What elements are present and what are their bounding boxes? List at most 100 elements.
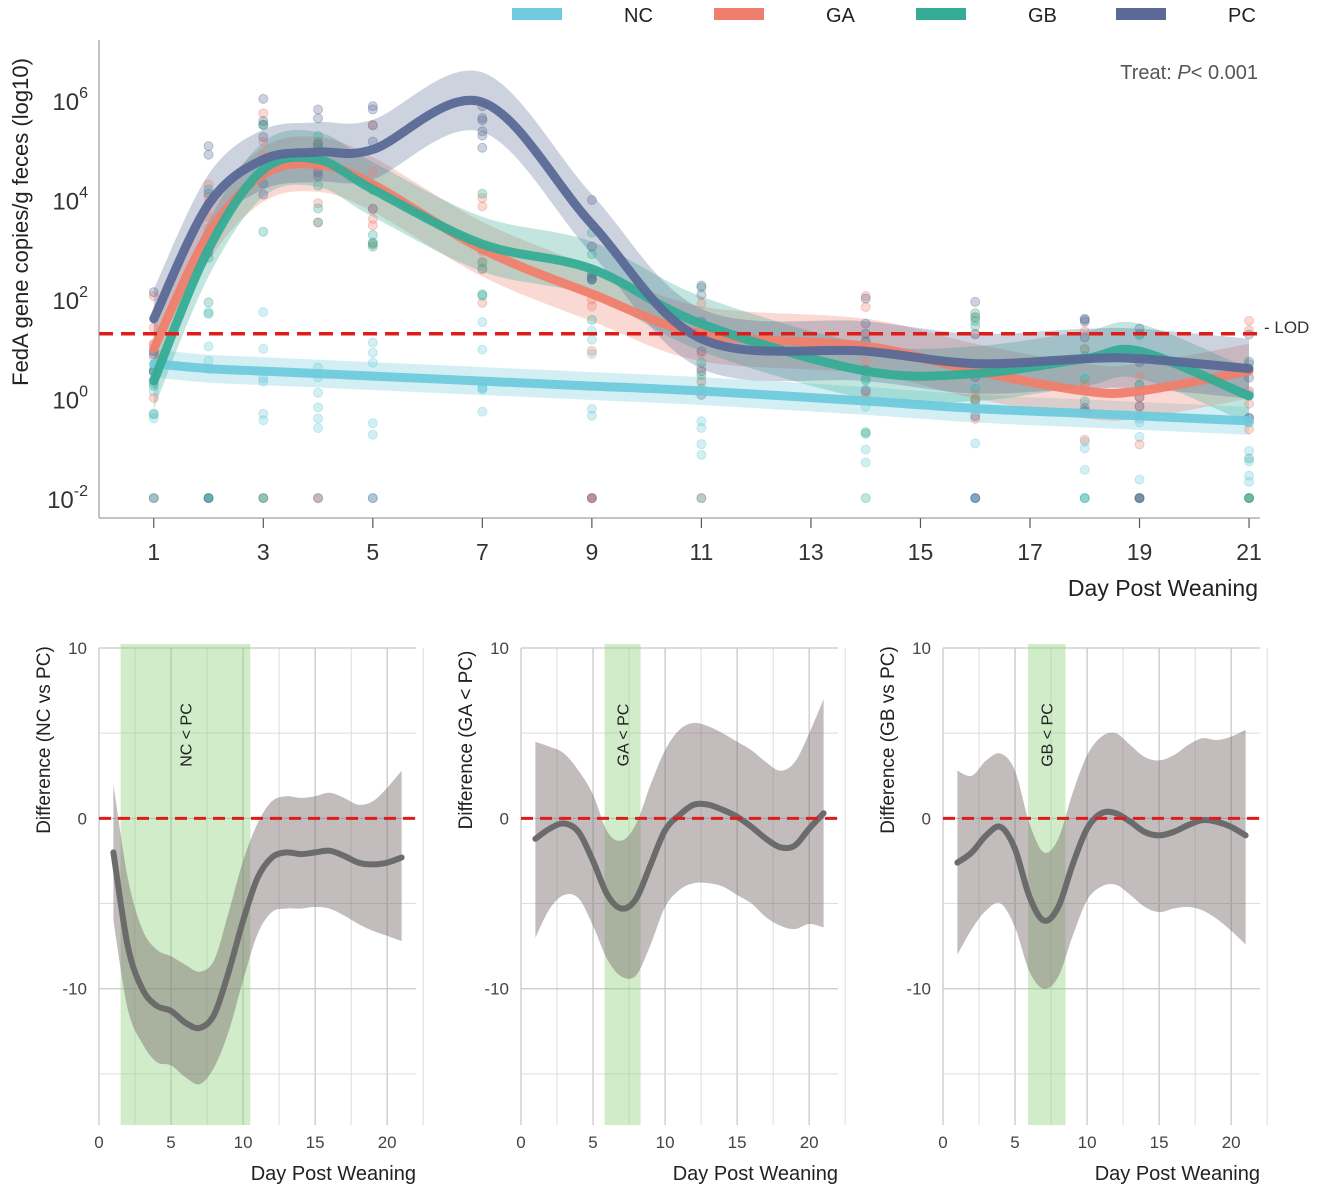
data-point-gb [203, 493, 214, 504]
x-tick-label: 10 [234, 1133, 253, 1152]
data-point-gb [860, 427, 871, 438]
data-point-ga [586, 493, 597, 504]
data-point-ga [477, 264, 488, 275]
data-point-ga [970, 413, 981, 424]
data-point-nc [313, 413, 324, 424]
data-point-pc [586, 273, 597, 284]
data-point-gb [367, 238, 378, 249]
data-point-pc [313, 493, 324, 504]
data-point-nc [1079, 443, 1090, 454]
data-point-ga [148, 291, 159, 302]
data-point-nc [477, 344, 488, 355]
significance-region [120, 644, 251, 1125]
x-tick-label: 7 [476, 539, 489, 565]
data-point-pc [258, 116, 269, 127]
data-point-pc [1134, 323, 1145, 334]
data-point-pc [367, 120, 378, 131]
x-axis-label: Day Post Weaning [1068, 575, 1258, 601]
y-tick-label: -10 [484, 980, 509, 999]
data-point-gb [258, 226, 269, 237]
y-tick-label: 10 [68, 639, 87, 658]
data-point-nc [477, 317, 488, 328]
data-point-gb [203, 184, 214, 195]
data-point-ga [586, 345, 597, 356]
data-point-ga [586, 493, 597, 504]
data-point-nc [1244, 476, 1255, 487]
data-point-gb [477, 289, 488, 300]
x-tick-label: 0 [938, 1133, 947, 1152]
data-point-ga [367, 213, 378, 224]
data-point-gb [696, 357, 707, 368]
data-point-pc [586, 194, 597, 205]
x-tick-label: 5 [166, 1133, 175, 1152]
data-point-ga [970, 311, 981, 322]
data-point-nc [586, 403, 597, 414]
lod-label: - LOD [1264, 318, 1309, 337]
data-point-pc [203, 141, 214, 152]
significance-region [1028, 644, 1066, 1125]
difference-plot-ga-vs-pc: GA < PC 0 5 10 15 20 10 0 -10 Difference (GA < PC… [456, 639, 846, 1185]
data-point-gb [313, 137, 324, 148]
data-point-nc [1134, 431, 1145, 442]
data-point-pc [586, 274, 597, 285]
data-point-pc [970, 296, 981, 307]
data-point-nc [148, 386, 159, 397]
y-tick-label: 10-2 [47, 483, 88, 514]
x-tick-label: 17 [1017, 539, 1043, 565]
significance-label: NC < PC [178, 703, 195, 767]
smooth-lines [149, 95, 1254, 426]
data-point-nc [148, 413, 159, 424]
data-point-pc [1079, 313, 1090, 324]
data-point-nc [860, 457, 871, 468]
x-tick-label: 11 [689, 539, 713, 565]
x-tick-label: 15 [728, 1133, 747, 1152]
data-point-pc [970, 329, 981, 340]
data-point-ga [696, 348, 707, 359]
x-tick-label: 10 [656, 1133, 675, 1152]
data-point-gb [970, 394, 981, 405]
data-point-nc [258, 415, 269, 426]
data-point-gb [1244, 493, 1255, 504]
data-point-nc [1079, 493, 1090, 504]
x-tick-label: 10 [1078, 1133, 1097, 1152]
significance-region [604, 644, 641, 1125]
x-tick-label: 20 [1222, 1133, 1241, 1152]
data-point-pc [313, 113, 324, 124]
difference-line [954, 808, 1249, 924]
legend-label-ga: GA [826, 5, 856, 27]
data-point-gb [1079, 373, 1090, 384]
data-point-nc [367, 429, 378, 440]
data-point-pc [477, 142, 488, 153]
data-point-pc [1134, 493, 1145, 504]
data-point-ga [860, 302, 871, 313]
data-point-gb [1079, 344, 1090, 355]
data-point-gb [313, 203, 324, 214]
data-point-gb [258, 120, 269, 131]
y-tick-label: -10 [62, 980, 87, 999]
x-axis-label: Day Post Weaning [251, 1163, 416, 1185]
data-point-gb [258, 493, 269, 504]
data-point-gb [860, 493, 871, 504]
data-point-gb [203, 297, 214, 308]
data-point-nc [477, 406, 488, 417]
data-point-ga [586, 493, 597, 504]
data-point-gb [1244, 453, 1255, 464]
data-point-nc [313, 387, 324, 398]
x-tick-label: 0 [94, 1133, 103, 1152]
data-point-pc [148, 493, 159, 504]
data-point-gb [586, 274, 597, 285]
y-tick-label: 10 [912, 639, 931, 658]
data-point-gb [586, 249, 597, 260]
legend-swatch-pc [1116, 8, 1166, 20]
data-point-nc [1134, 493, 1145, 504]
data-point-gb [1244, 493, 1255, 504]
x-tick-label: 5 [366, 539, 379, 565]
x-tick-label: 19 [1127, 539, 1153, 565]
data-point-ga [970, 389, 981, 400]
data-point-ga [1134, 401, 1145, 412]
data-point-nc [696, 449, 707, 460]
data-point-nc [203, 341, 214, 352]
data-point-gb [477, 188, 488, 199]
data-point-ga [1134, 493, 1145, 504]
data-point-ga [860, 356, 871, 367]
